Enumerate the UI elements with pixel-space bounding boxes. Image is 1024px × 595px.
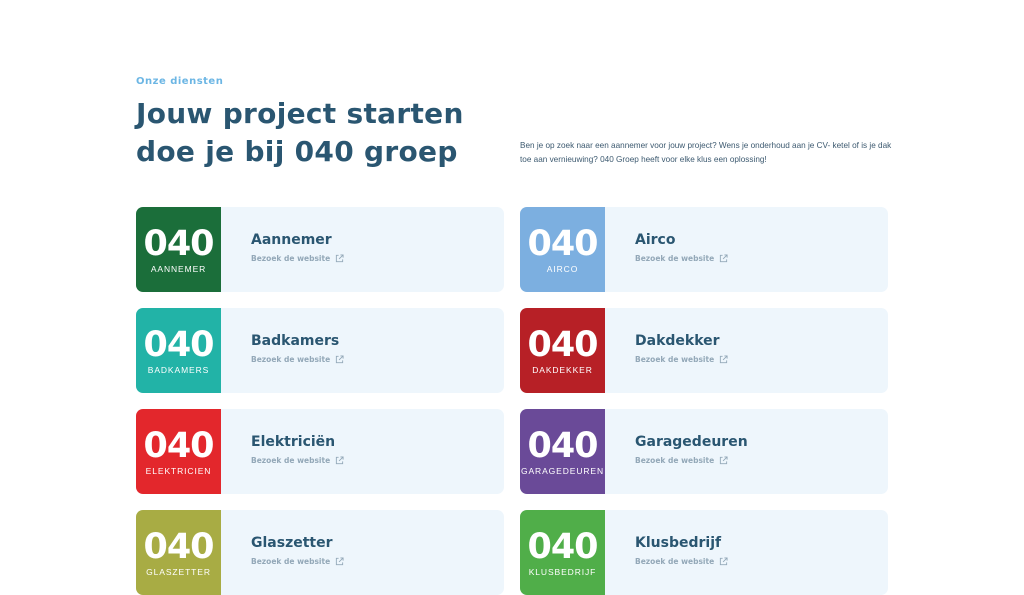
visit-website-link[interactable]: Bezoek de website — [635, 254, 728, 263]
logo-number: 040 — [143, 527, 214, 567]
visit-website-link[interactable]: Bezoek de website — [635, 355, 728, 364]
service-logo: 040 DAKDEKKER — [520, 308, 605, 393]
logo-label: GLASZETTER — [146, 567, 211, 577]
logo-label: BADKAMERS — [147, 365, 210, 375]
logo-label: KLUSBEDRIJF — [528, 567, 597, 577]
external-link-icon — [720, 456, 728, 465]
section-eyebrow: Onze diensten — [136, 76, 224, 87]
service-name: Glaszetter — [251, 535, 333, 551]
logo-number: 040 — [527, 325, 598, 365]
service-logo: 040 BADKAMERS — [136, 308, 221, 393]
external-link-icon — [336, 254, 344, 263]
link-label: Bezoek de website — [635, 254, 715, 263]
external-link-icon — [336, 557, 344, 566]
logo-number: 040 — [143, 224, 214, 264]
visit-website-link[interactable]: Bezoek de website — [251, 456, 344, 465]
logo-label: GARAGEDEUREN — [520, 466, 605, 476]
service-logo: 040 AIRCO — [520, 207, 605, 292]
link-label: Bezoek de website — [635, 355, 715, 364]
logo-number: 040 — [527, 224, 598, 264]
logo-number: 040 — [527, 426, 598, 466]
external-link-icon — [336, 355, 344, 364]
service-card-dakdekker[interactable]: 040 DAKDEKKER Dakdekker Bezoek de websit… — [520, 308, 888, 393]
link-label: Bezoek de website — [635, 557, 715, 566]
service-card-elektriciën[interactable]: 040 ELEKTRICIEN Elektriciën Bezoek de we… — [136, 409, 504, 494]
service-logo: 040 KLUSBEDRIJF — [520, 510, 605, 595]
logo-label: DAKDEKKER — [532, 365, 593, 375]
service-name: Dakdekker — [635, 333, 720, 349]
service-name: Klusbedrijf — [635, 535, 722, 551]
logo-label: ELEKTRICIEN — [145, 466, 212, 476]
link-label: Bezoek de website — [251, 355, 331, 364]
page-title: Jouw project starten doe je bij 040 groep — [136, 95, 464, 171]
link-label: Bezoek de website — [635, 456, 715, 465]
link-label: Bezoek de website — [251, 456, 331, 465]
service-name: Elektriciën — [251, 434, 336, 450]
logo-number: 040 — [143, 325, 214, 365]
title-line-2: doe je bij 040 groep — [136, 135, 458, 168]
service-name: Aannemer — [251, 232, 332, 248]
link-label: Bezoek de website — [251, 557, 331, 566]
service-logo: 040 ELEKTRICIEN — [136, 409, 221, 494]
logo-label: AIRCO — [546, 264, 579, 274]
visit-website-link[interactable]: Bezoek de website — [635, 557, 728, 566]
service-name: Garagedeuren — [635, 434, 748, 450]
service-card-badkamers[interactable]: 040 BADKAMERS Badkamers Bezoek de websit… — [136, 308, 504, 393]
link-label: Bezoek de website — [251, 254, 331, 263]
service-card-garagedeuren[interactable]: 040 GARAGEDEUREN Garagedeuren Bezoek de … — [520, 409, 888, 494]
service-logo: 040 GLASZETTER — [136, 510, 221, 595]
service-logo: 040 GARAGEDEUREN — [520, 409, 605, 494]
service-name: Airco — [635, 232, 676, 248]
service-card-aannemer[interactable]: 040 AANNEMER Aannemer Bezoek de website — [136, 207, 504, 292]
title-line-1: Jouw project starten — [136, 97, 464, 130]
service-logo: 040 AANNEMER — [136, 207, 221, 292]
service-card-glaszetter[interactable]: 040 GLASZETTER Glaszetter Bezoek de webs… — [136, 510, 504, 595]
visit-website-link[interactable]: Bezoek de website — [251, 254, 344, 263]
external-link-icon — [336, 456, 344, 465]
visit-website-link[interactable]: Bezoek de website — [251, 557, 344, 566]
external-link-icon — [720, 254, 728, 263]
external-link-icon — [720, 557, 728, 566]
external-link-icon — [720, 355, 728, 364]
visit-website-link[interactable]: Bezoek de website — [635, 456, 748, 465]
visit-website-link[interactable]: Bezoek de website — [251, 355, 344, 364]
service-card-airco[interactable]: 040 AIRCO Airco Bezoek de website — [520, 207, 888, 292]
logo-number: 040 — [527, 527, 598, 567]
service-card-klusbedrijf[interactable]: 040 KLUSBEDRIJF Klusbedrijf Bezoek de we… — [520, 510, 888, 595]
service-name: Badkamers — [251, 333, 340, 349]
intro-text: Ben je op zoek naar een aannemer voor jo… — [520, 141, 892, 164]
logo-number: 040 — [143, 426, 214, 466]
logo-label: AANNEMER — [150, 264, 207, 274]
